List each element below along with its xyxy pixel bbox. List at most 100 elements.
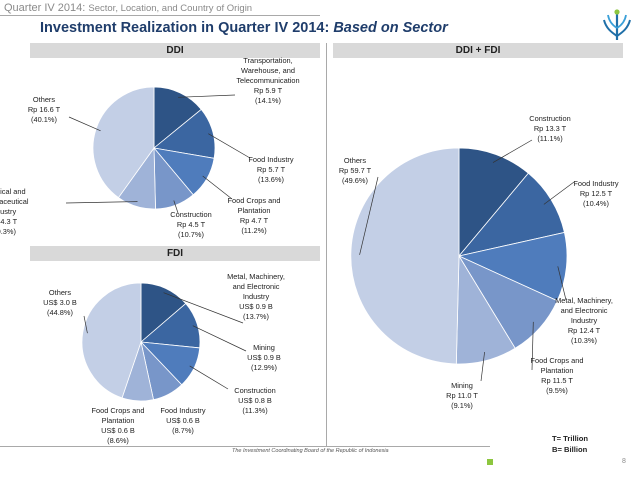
slice-label-line-ddi-5-1: Rp 16.6 T bbox=[27, 105, 61, 114]
slice-label-line-fdi-5-2: (44.8%) bbox=[47, 308, 73, 317]
slice-label-line-combined-5-0: Others bbox=[343, 156, 367, 165]
pie-slice-combined-0 bbox=[458, 147, 529, 258]
footer-divider bbox=[0, 446, 490, 447]
page-title-main: Investment Realization in Quarter IV 201… bbox=[40, 20, 330, 36]
slice-label-line-ddi-2-1: Plantation bbox=[237, 206, 271, 215]
bkpm-logo-icon bbox=[603, 9, 631, 40]
leader-line-ddi-2 bbox=[202, 175, 233, 200]
slice-label-line-combined-1-2: (10.4%) bbox=[583, 199, 609, 208]
unit-billion: B= Billion bbox=[552, 445, 588, 454]
slice-label-line-ddi-5-2: (40.1%) bbox=[31, 115, 57, 124]
slice-label-fdi-5: Others US$ 3.0 B (44.8%) bbox=[36, 288, 84, 318]
pie-slice-fdi-5 bbox=[81, 282, 142, 399]
slice-label-line-combined-1-0: Food Industry bbox=[573, 179, 619, 188]
pie-slice-ddi-1 bbox=[153, 108, 216, 159]
slice-label-line-ddi-1-2: (13.6%) bbox=[258, 175, 284, 184]
unit-trillion: T= Trillion bbox=[552, 434, 589, 443]
slice-label-combined-3: Food Crops and Plantation Rp 11.5 T (9.5%) bbox=[521, 356, 593, 396]
slice-label-fdi-3: Food Industry US$ 0.6 B (8.7%) bbox=[153, 406, 213, 436]
slice-label-combined-1: Food Industry Rp 12.5 T (10.4%) bbox=[560, 179, 632, 209]
slice-label-fdi-2: Construction US$ 0.8 B (11.3%) bbox=[225, 386, 285, 416]
section-title-sub: Sector, Location, and Country of Origin bbox=[88, 3, 253, 14]
leader-line-ddi-4 bbox=[65, 201, 138, 204]
slice-label-line-ddi-1-1: Rp 5.7 T bbox=[256, 165, 286, 174]
slice-label-line-ddi-5-0: Others bbox=[32, 95, 56, 104]
slice-label-line-combined-3-0: Food Crops and bbox=[530, 356, 584, 365]
slice-label-line-ddi-3-1: Rp 4.5 T bbox=[176, 220, 206, 229]
slice-label-line-fdi-1-1: US$ 0.9 B bbox=[247, 353, 281, 362]
slice-label-combined-2: Metal, Machinery, and Electronic Industry R… bbox=[547, 296, 622, 346]
leader-line-ddi-1 bbox=[208, 133, 251, 159]
panel-header-combined: DDI + FDI bbox=[333, 43, 623, 58]
section-title: Quarter IV 2014: Sector, Location, and C… bbox=[4, 2, 252, 14]
slice-label-line-combined-5-2: (49.6%) bbox=[342, 176, 368, 185]
slice-label-line-fdi-0-1: and Electronic bbox=[232, 282, 280, 291]
slice-label-combined-5: Others Rp 59.7 T (49.6%) bbox=[331, 156, 379, 186]
slice-label-line-fdi-0-4: (13.7%) bbox=[243, 312, 269, 321]
leader-line-ddi-3 bbox=[173, 200, 179, 214]
slice-label-line-ddi-0-3: Rp 5.9 T bbox=[253, 86, 283, 95]
pie-slice-combined-1 bbox=[457, 172, 565, 257]
slice-label-ddi-1: Food Industry Rp 5.7 T (13.6%) bbox=[236, 155, 306, 185]
pie-slice-combined-2 bbox=[457, 231, 568, 302]
leader-line-combined-1 bbox=[543, 181, 575, 205]
leader-line-fdi-0 bbox=[163, 292, 244, 324]
slice-label-combined-4: Mining Rp 11.0 T (9.1%) bbox=[437, 381, 487, 411]
slice-label-line-combined-0-2: (11.1%) bbox=[537, 134, 563, 143]
pie-slice-combined-5 bbox=[350, 147, 460, 365]
slice-label-ddi-0: Transportation, Warehouse, and Telecommuni… bbox=[223, 56, 313, 106]
slice-label-line-combined-3-1: Plantation bbox=[540, 366, 574, 375]
slice-label-line-combined-0-0: Construction bbox=[529, 114, 571, 123]
slice-label-combined-0: Construction Rp 13.3 T (11.1%) bbox=[513, 114, 588, 144]
slice-label-ddi-2: Food Crops and Plantation Rp 4.7 T (11.2%) bbox=[219, 196, 289, 236]
slice-label-line-ddi-0-0: Transportation, bbox=[243, 56, 293, 65]
section-title-main: Quarter IV 2014: bbox=[4, 2, 86, 14]
slice-label-line-ddi-3-0: Construction bbox=[170, 210, 212, 219]
slice-label-line-fdi-0-3: US$ 0.9 B bbox=[239, 302, 273, 311]
slice-label-line-fdi-5-1: US$ 3.0 B bbox=[43, 298, 77, 307]
page-title-emphasis: Based on Sector bbox=[333, 20, 448, 36]
leader-line-combined-5 bbox=[359, 176, 379, 255]
slice-label-line-combined-4-1: Rp 11.0 T bbox=[446, 391, 478, 400]
leader-line-fdi-1 bbox=[192, 325, 247, 352]
source-note: The Investment Coordinating Board of the… bbox=[232, 448, 389, 454]
slice-label-fdi-0: Metal, Machinery, and Electronic Industry U… bbox=[211, 272, 301, 322]
slice-label-line-fdi-3-2: (8.7%) bbox=[172, 426, 194, 435]
slice-label-line-fdi-2-2: (11.3%) bbox=[242, 406, 268, 415]
slice-label-line-fdi-0-0: Metal, Machinery, bbox=[227, 272, 285, 281]
slice-label-line-ddi-1-0: Food Industry bbox=[248, 155, 294, 164]
page-number: 8 bbox=[622, 458, 626, 465]
slice-label-line-fdi-1-2: (12.9%) bbox=[251, 363, 277, 372]
slice-label-line-combined-3-2: Rp 11.5 T bbox=[541, 376, 573, 385]
slice-label-line-ddi-4-2: Industry bbox=[0, 207, 17, 216]
page-title: Investment Realization in Quarter IV 201… bbox=[40, 20, 448, 36]
slice-label-line-fdi-3-1: US$ 0.6 B bbox=[166, 416, 200, 425]
slice-label-line-fdi-4-2: US$ 0.6 B bbox=[101, 426, 135, 435]
slice-label-line-fdi-2-0: Construction bbox=[234, 386, 276, 395]
slice-label-line-fdi-4-1: Plantation bbox=[101, 416, 135, 425]
slice-label-fdi-1: Mining US$ 0.9 B (12.9%) bbox=[237, 343, 292, 373]
slice-label-line-fdi-1-0: Mining bbox=[253, 343, 275, 352]
slice-label-line-fdi-5-0: Others bbox=[48, 288, 72, 297]
slice-label-line-combined-3-3: (9.5%) bbox=[546, 386, 568, 395]
slice-label-line-ddi-2-2: Rp 4.7 T bbox=[239, 216, 269, 225]
slice-label-fdi-4: Food Crops and Plantation US$ 0.6 B (8.6%) bbox=[88, 406, 148, 446]
panel-divider bbox=[326, 43, 327, 446]
slice-label-line-fdi-2-1: US$ 0.8 B bbox=[238, 396, 272, 405]
leader-line-ddi-0 bbox=[178, 94, 236, 98]
slice-label-line-ddi-4-3: Rp 4.3 T bbox=[0, 217, 18, 226]
unit-note: T= Trillion B= Billion bbox=[552, 433, 588, 455]
leader-line-fdi-2 bbox=[189, 365, 229, 390]
slice-label-line-combined-2-2: Industry bbox=[570, 316, 598, 325]
slice-label-ddi-5: Others Rp 16.6 T (40.1%) bbox=[19, 95, 69, 125]
slice-label-line-ddi-0-4: (14.1%) bbox=[255, 96, 281, 105]
slice-label-line-fdi-4-0: Food Crops and bbox=[91, 406, 145, 415]
slice-label-ddi-4: Chemical andPharmaceuticalIndustryRp 4.3… bbox=[0, 187, 33, 237]
slice-label-line-ddi-4-1: Pharmaceutical bbox=[0, 197, 29, 206]
slice-label-line-combined-2-4: (10.3%) bbox=[571, 336, 597, 345]
slice-label-line-fdi-0-2: Industry bbox=[242, 292, 270, 301]
panel-header-ddi: DDI bbox=[30, 43, 320, 58]
slice-label-line-ddi-4-4: (10.3%) bbox=[0, 227, 16, 236]
